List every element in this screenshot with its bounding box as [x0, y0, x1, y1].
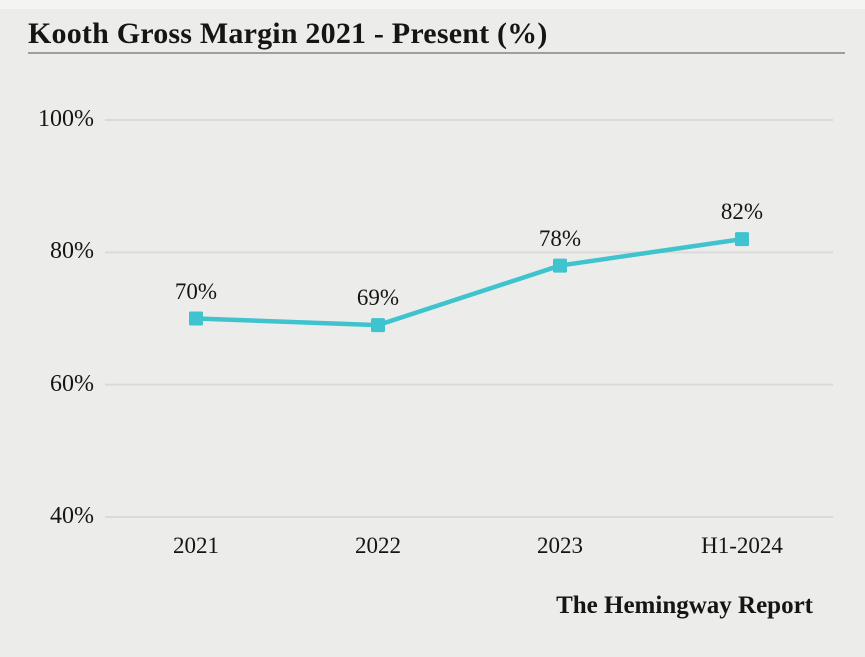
series-line	[195, 236, 743, 328]
x-axis-tick-label: 2023	[537, 533, 583, 558]
x-axis-tick-label: 2022	[355, 533, 401, 558]
data-point-label: 69%	[356, 285, 400, 311]
y-axis-tick-label: 100%	[38, 105, 94, 132]
x-axis-tick-label: H1-2024	[701, 533, 783, 558]
data-point-marker	[371, 318, 385, 333]
y-axis-tick-label: 80%	[50, 238, 94, 265]
chart-title: Kooth Gross Margin 2021 - Present (%)	[28, 17, 548, 50]
data-point-marker	[189, 311, 203, 326]
attribution: The Hemingway Report	[556, 592, 813, 619]
data-point-label: 70%	[174, 278, 218, 304]
data-point-label: 78%	[538, 225, 582, 251]
y-axis-tick-label: 60%	[50, 370, 94, 397]
y-axis-tick-label: 40%	[50, 502, 94, 529]
data-point-label: 82%	[720, 199, 764, 225]
data-point-marker	[553, 258, 567, 273]
x-axis-tick-label: 2021	[173, 533, 219, 558]
top-strip	[0, 0, 865, 9]
title-underline	[28, 52, 845, 54]
data-point-marker	[735, 232, 749, 247]
